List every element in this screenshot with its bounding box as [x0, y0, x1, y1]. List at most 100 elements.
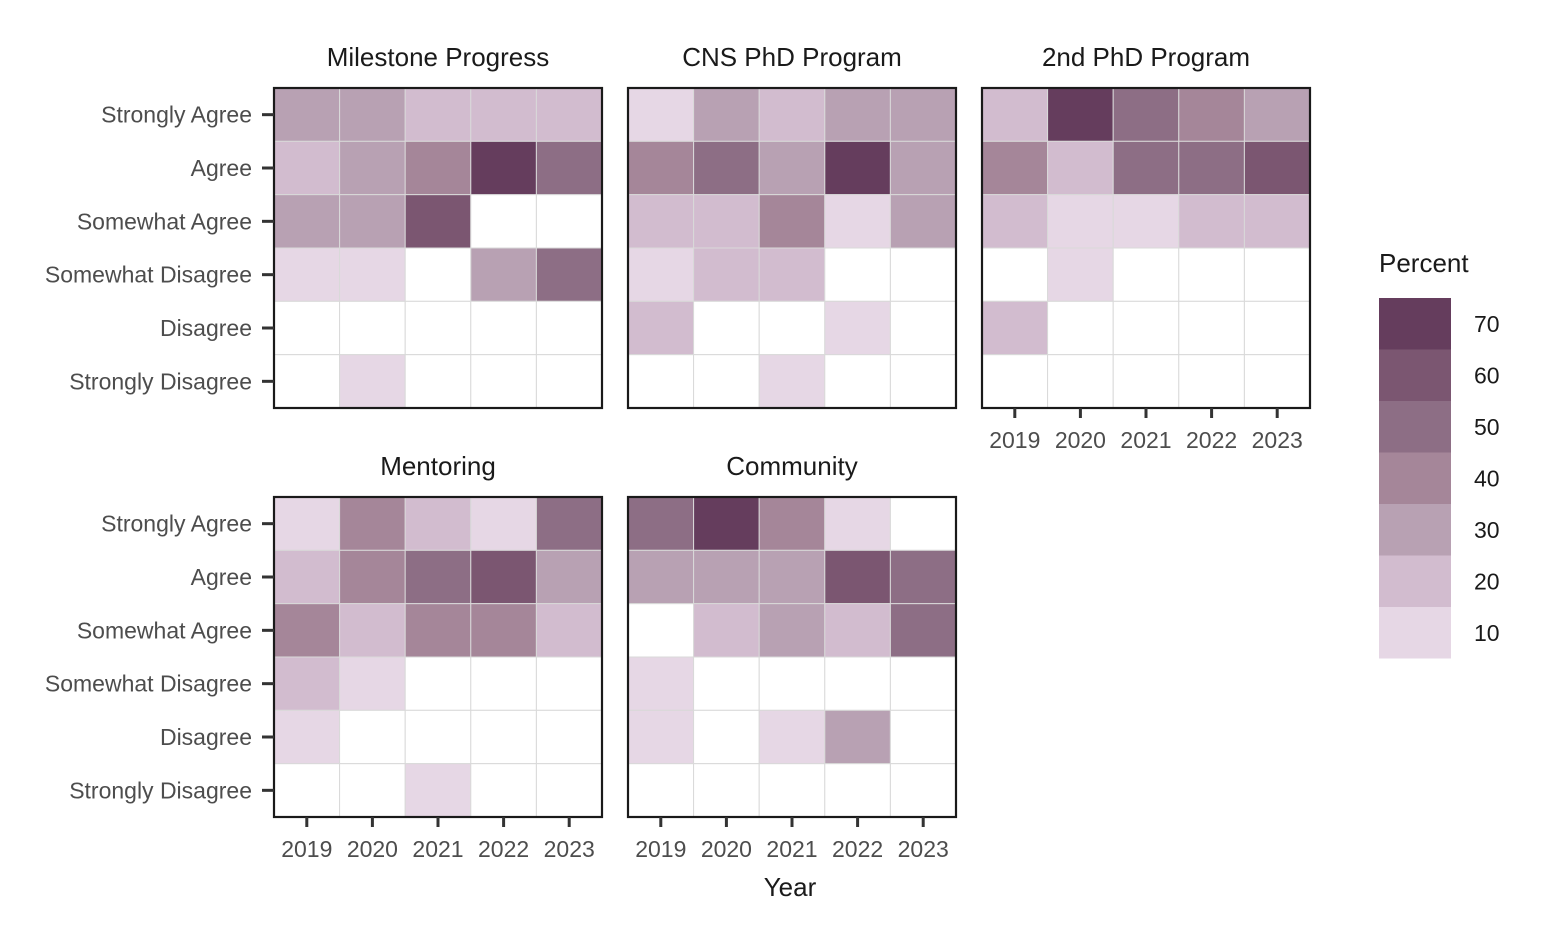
y-tick-label: Agree: [191, 564, 252, 590]
heatmap-cell: [824, 140, 891, 196]
heatmap-cell: [470, 603, 537, 658]
y-tick-label: Strongly Agree: [101, 102, 252, 128]
heatmap-cell: [1178, 140, 1245, 196]
heatmap-cell: [1243, 140, 1311, 196]
heatmap-cell: [470, 87, 537, 142]
heatmap-cell: [981, 194, 1049, 249]
panel: Milestone Progress Strongly Agree Agree Som…: [45, 42, 604, 410]
heatmap-cell: [889, 549, 957, 605]
legend-swatch: [1379, 504, 1451, 556]
x-tick-label: 2020: [1055, 427, 1106, 453]
heatmap-cell: [535, 354, 603, 409]
heatmap-cell: [627, 87, 695, 142]
heatmap-cell: [404, 496, 472, 551]
heatmap-cell: [627, 763, 695, 818]
legend: Percent 70 60 50 40 30 20 10: [1379, 248, 1500, 659]
heatmap-cell: [627, 709, 695, 765]
heatmap-cell: [273, 300, 341, 356]
heatmap-cell: [693, 247, 760, 302]
heatmap-cell: [824, 87, 891, 142]
x-tick-label: 2020: [701, 836, 752, 862]
heatmap-cell: [1047, 87, 1114, 142]
heatmap-cell: [627, 603, 695, 658]
heatmap-cell: [1243, 247, 1311, 302]
heatmap-cell: [693, 709, 760, 765]
heatmap-cell: [693, 549, 760, 605]
panel-border: [272, 86, 604, 410]
y-tick-label: Agree: [191, 155, 252, 181]
heatmap-cell: [627, 300, 695, 356]
panel: 2nd PhD Program 2019 2020 2021 2022 2023: [980, 42, 1312, 453]
panel-title: 2nd PhD Program: [1042, 42, 1250, 72]
heatmap-cell: [404, 300, 472, 356]
heatmap-cell: [824, 194, 891, 249]
heatmap-cell: [1047, 354, 1114, 409]
legend-tick-label: 30: [1474, 517, 1500, 543]
heatmap-cell: [470, 549, 537, 605]
heatmap-cell: [339, 140, 406, 196]
heatmap-cell: [889, 87, 957, 142]
heatmap-cell: [273, 603, 341, 658]
heatmap-cell: [470, 194, 537, 249]
legend-tick-label: 40: [1474, 465, 1500, 491]
panel-title: Community: [726, 451, 857, 481]
heatmap-cell: [470, 247, 537, 302]
heatmap-cell: [339, 87, 406, 142]
x-tick-label: 2022: [478, 836, 529, 862]
heatmap-cell: [470, 709, 537, 765]
legend-title: Percent: [1379, 248, 1469, 278]
heatmap-cell: [404, 247, 472, 302]
heatmap-cell: [470, 496, 537, 551]
heatmap-cell: [824, 300, 891, 356]
legend-swatch: [1379, 607, 1451, 659]
heatmap-cell: [824, 603, 891, 658]
heatmap-cell: [1112, 87, 1180, 142]
heatmap-cell: [404, 194, 472, 249]
heatmap-cell: [889, 140, 957, 196]
heatmap-cell: [470, 140, 537, 196]
heatmap-cell: [889, 763, 957, 818]
heatmap-cell: [1178, 354, 1245, 409]
heatmap-cell: [273, 496, 341, 551]
x-tick-label: 2023: [898, 836, 949, 862]
heatmap-cell: [758, 194, 826, 249]
heatmap-cell: [627, 656, 695, 711]
y-tick-label: Disagree: [160, 724, 252, 750]
y-tick-label: Strongly Disagree: [69, 777, 252, 803]
heatmap-cell: [404, 140, 472, 196]
panel-title: CNS PhD Program: [682, 42, 902, 72]
heatmap-cell: [693, 87, 760, 142]
heatmap-cell: [1112, 300, 1180, 356]
heatmap-cell: [339, 549, 406, 605]
heatmap-cell: [535, 140, 603, 196]
heatmap-cell: [404, 603, 472, 658]
heatmap-cell: [535, 300, 603, 356]
heatmap-cell: [1178, 300, 1245, 356]
heatmap-cell: [1047, 247, 1114, 302]
heatmap-cell: [758, 140, 826, 196]
heatmap-cell: [824, 763, 891, 818]
heatmap-cell: [889, 247, 957, 302]
heatmap-cell: [273, 354, 341, 409]
heatmap-cell: [535, 549, 603, 605]
heatmap-cell: [1047, 140, 1114, 196]
heatmap-cell: [1178, 87, 1245, 142]
heatmap-cell: [535, 709, 603, 765]
heatmap-cell: [627, 496, 695, 551]
panel-title: Milestone Progress: [327, 42, 550, 72]
heatmap-cell: [535, 656, 603, 711]
legend-swatch: [1379, 298, 1451, 350]
heatmap-cell: [273, 194, 341, 249]
heatmap-cell: [824, 656, 891, 711]
y-tick-label: Somewhat Agree: [77, 617, 252, 643]
heatmap-cell: [1047, 300, 1114, 356]
heatmap-cell: [889, 709, 957, 765]
x-tick-label: 2022: [832, 836, 883, 862]
legend-swatch: [1379, 452, 1451, 504]
heatmap-cell: [1112, 140, 1180, 196]
heatmap-cell: [981, 300, 1049, 356]
heatmap-cell: [339, 763, 406, 818]
heatmap-cell: [404, 549, 472, 605]
heatmap-cell: [1243, 354, 1311, 409]
heatmap-cell: [758, 354, 826, 409]
